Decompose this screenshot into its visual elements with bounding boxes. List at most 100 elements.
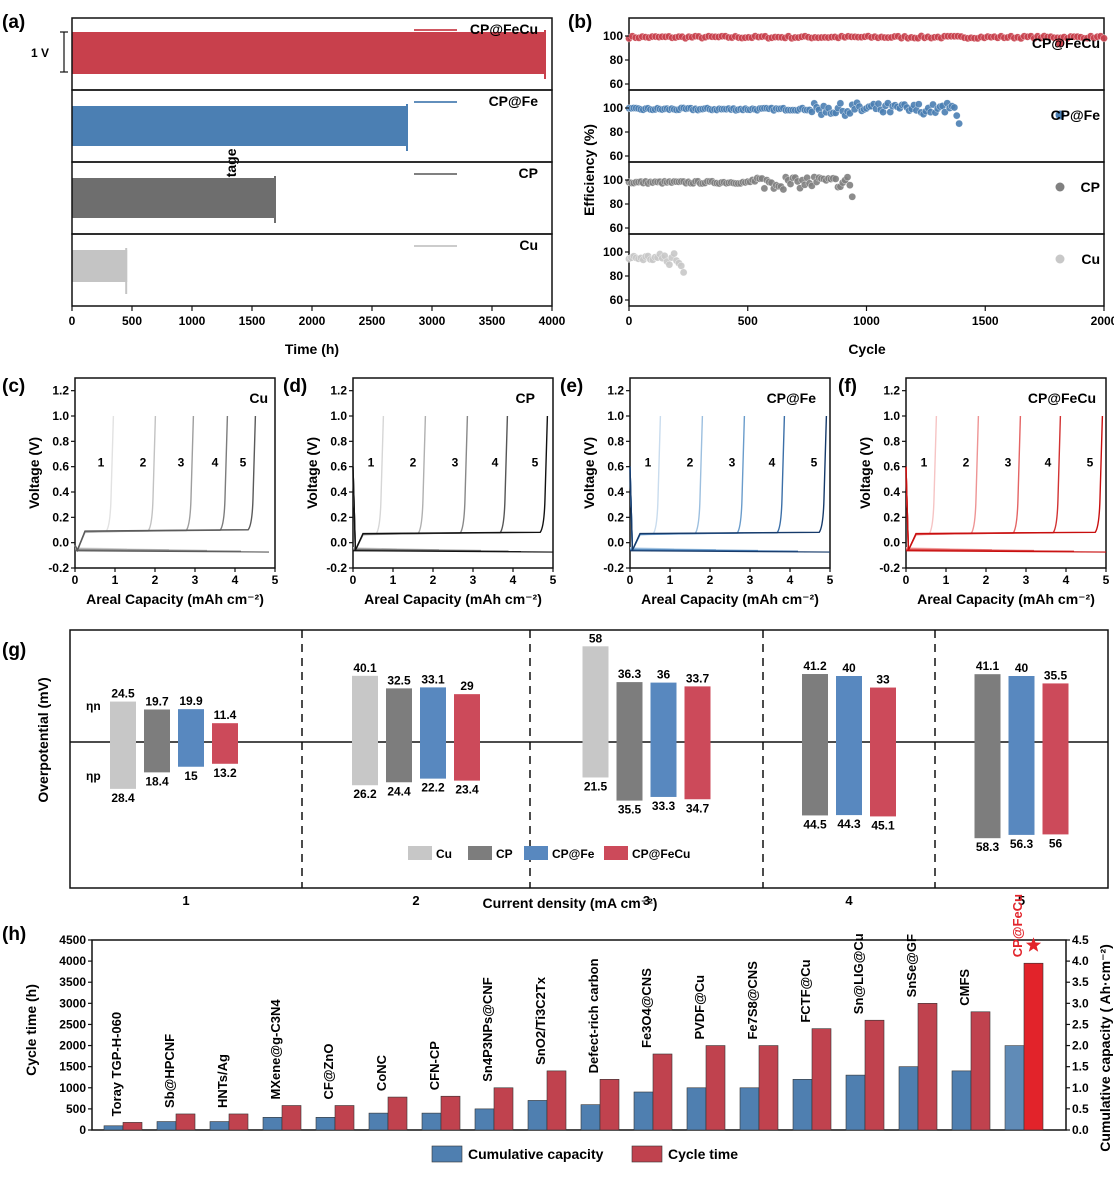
efficiency-point-CP xyxy=(843,173,852,181)
value-label-eta-n: 19.9 xyxy=(179,694,203,708)
category-label: HNTs/Ag xyxy=(215,1054,230,1108)
efficiency-point-CP@Fe xyxy=(914,100,923,109)
efficiency-point-CP xyxy=(848,192,857,201)
bar-eta-p-Cu xyxy=(352,742,378,786)
charge-curve-CP-3 xyxy=(352,415,469,551)
value-label-eta-p: 34.7 xyxy=(686,801,710,815)
legend-label-CP: CP xyxy=(519,165,538,181)
y-tick-label: 60 xyxy=(610,149,624,163)
x-tick-label: 2 xyxy=(983,573,990,587)
x-tick-label: 2 xyxy=(707,573,714,587)
x-tick-label: 1 xyxy=(943,573,950,587)
x-tick-label: 5 xyxy=(1103,573,1110,587)
category-label: PVDF@Cu xyxy=(692,975,707,1040)
bar-cycle-time xyxy=(917,1003,938,1131)
curve-label-CP@Fe: 1 xyxy=(645,456,652,470)
y-tick-label: -0.2 xyxy=(48,561,69,575)
bar-eta-n-CP@FeCu xyxy=(684,686,711,742)
bar-eta-p-CP@FeCu xyxy=(684,742,711,800)
category-label: Fe7S8@CNS xyxy=(745,961,760,1040)
value-label-eta-p: 23.4 xyxy=(455,783,479,797)
y-tick-label: 0.2 xyxy=(52,510,69,524)
bar-cycle-time xyxy=(599,1079,620,1131)
y-tick-label: 0.4 xyxy=(607,485,624,499)
voltage-trace-Cu xyxy=(72,250,128,282)
panel-ylabel-CP: Voltage (V) xyxy=(304,437,320,509)
y-tick-label: 80 xyxy=(610,197,624,211)
bar-cumulative-capacity xyxy=(103,1125,124,1131)
panel-h-ylabel-left: Cycle time (h) xyxy=(23,984,39,1076)
charge-curve-Cu-1 xyxy=(74,415,115,552)
bar-eta-p-CP xyxy=(616,742,643,801)
y-tick-label: 0.6 xyxy=(52,460,69,474)
panel-xlabel-CP@FeCu: Areal Capacity (mAh cm⁻²) xyxy=(917,591,1095,607)
value-label-eta-n: 41.2 xyxy=(803,659,827,673)
panel-a-label: (a) xyxy=(2,12,25,33)
bar-cumulative-capacity xyxy=(156,1121,177,1131)
efficiency-point-Cu xyxy=(677,262,686,270)
bar-eta-n-CP@FeCu xyxy=(870,687,896,742)
legend-label-Cu: Cu xyxy=(1081,251,1100,267)
efficiency-point-CP@Fe xyxy=(955,119,963,128)
bar-eta-n-CP@FeCu xyxy=(1042,683,1069,742)
value-label-eta-n: 24.5 xyxy=(111,687,135,701)
panel-e-label: (e) xyxy=(560,376,583,397)
legend-marker-CP@Fe xyxy=(1055,110,1065,120)
y-tick-label: 0.2 xyxy=(330,510,347,524)
y-tick-label-right: 4.0 xyxy=(1072,954,1089,968)
value-label-eta-p: 44.3 xyxy=(837,817,861,831)
category-label: Sb@HPCNF xyxy=(162,1034,177,1108)
curve-label-CP@Fe: 3 xyxy=(729,456,736,470)
panel-xlabel-CP@Fe: Areal Capacity (mAh cm⁻²) xyxy=(641,591,819,607)
bar-eta-n-CP xyxy=(974,674,1001,742)
bar-cycle-time xyxy=(970,1011,991,1131)
efficiency-point-CP xyxy=(831,175,840,183)
x-tick-label: 1500 xyxy=(239,314,266,328)
y-tick-label: 100 xyxy=(603,173,623,187)
curve-label-CP@FeCu: 4 xyxy=(1045,456,1052,470)
y-tick-label: 60 xyxy=(610,77,624,91)
legend-label-CP@FeCu: CP@FeCu xyxy=(632,847,690,861)
y-tick-label-left: 1000 xyxy=(59,1081,86,1095)
x-tick-label: 2500 xyxy=(359,314,386,328)
curve-label-CP: 1 xyxy=(368,456,375,470)
bar-eta-n-CP xyxy=(144,709,170,742)
bar-eta-n-CP xyxy=(386,688,412,742)
bar-eta-p-CP xyxy=(386,742,412,783)
y-tick-label: -0.2 xyxy=(326,561,347,575)
y-tick-label: 0.2 xyxy=(883,510,900,524)
category-label: Fe3O4@CNS xyxy=(639,968,654,1048)
bar-cycle-time xyxy=(1023,962,1044,1131)
panel-xlabel-Cu: Areal Capacity (mAh cm⁻²) xyxy=(86,591,264,607)
panel-f-label: (f) xyxy=(838,376,857,397)
x-tick-label: 2 xyxy=(152,573,159,587)
curve-label-CP@FeCu: 5 xyxy=(1087,456,1094,470)
y-tick-label-left: 0 xyxy=(79,1123,86,1137)
legend-swatch-cumulative-capacity xyxy=(431,1145,463,1163)
plot-frame xyxy=(91,939,1067,1131)
bar-cumulative-capacity xyxy=(1004,1045,1025,1131)
bar-eta-p-CP@FeCu xyxy=(454,742,480,781)
value-label-eta-n: 33.1 xyxy=(421,672,445,686)
subplot-frame-Cu xyxy=(628,233,1105,307)
bar-eta-p-CP@Fe xyxy=(650,742,677,797)
x-tick-label: 4 xyxy=(232,573,239,587)
charge-curve-CP@FeCu-2 xyxy=(905,415,980,551)
y-tick-label-right: 1.5 xyxy=(1072,1060,1089,1074)
value-label-eta-n: 58 xyxy=(589,631,603,645)
panel-a-plot: CP@FeCu CP@Fe CP Cu 0 500 1000 1500 2000 2500 3000… xyxy=(60,17,566,328)
y-tick-label-right: 2.0 xyxy=(1072,1039,1089,1053)
bar-cumulative-capacity xyxy=(951,1070,972,1131)
x-tick-label: 1 xyxy=(112,573,119,587)
bar-eta-n-Cu xyxy=(582,646,609,742)
bar-cycle-time xyxy=(175,1113,196,1131)
charge-curve-CP-1 xyxy=(352,415,385,551)
panel-b-plot: 60 80 100 CP@FeCu 60 80 100 CP@Fe 60 80 100 CP 60 80 1… xyxy=(603,17,1114,328)
y-tick-label-right: 2.5 xyxy=(1072,1017,1089,1031)
x-category-label: 1 xyxy=(182,893,189,908)
x-tick-label: 3000 xyxy=(419,314,446,328)
x-tick-label: 2000 xyxy=(1091,314,1114,328)
voltage-trace-CP xyxy=(72,178,276,218)
charge-curve-CP@FeCu-5 xyxy=(905,415,1104,551)
